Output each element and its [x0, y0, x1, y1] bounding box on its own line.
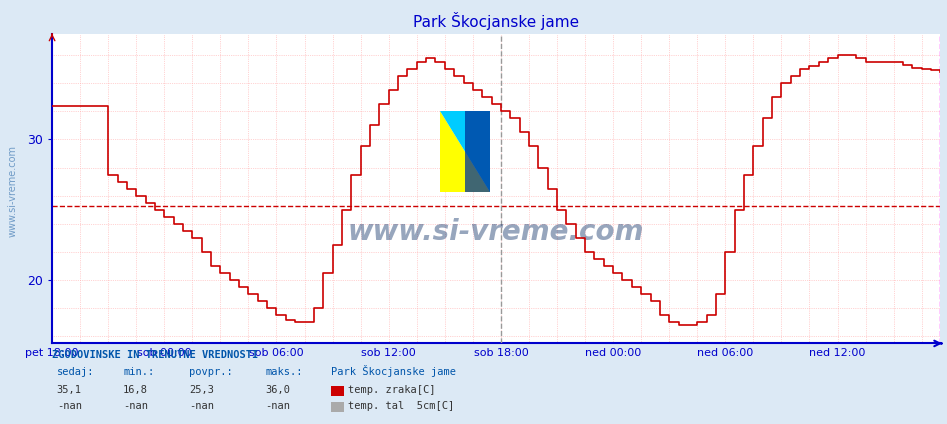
Text: maks.:: maks.: — [265, 367, 303, 377]
Text: 36,0: 36,0 — [265, 385, 290, 396]
Text: Park Škocjanske jame: Park Škocjanske jame — [331, 365, 456, 377]
Title: Park Škocjanske jame: Park Škocjanske jame — [413, 12, 580, 30]
Text: 16,8: 16,8 — [123, 385, 148, 396]
Text: www.si-vreme.com: www.si-vreme.com — [348, 218, 645, 246]
Text: temp. zraka[C]: temp. zraka[C] — [348, 385, 436, 396]
Text: povpr.:: povpr.: — [189, 367, 233, 377]
Text: 25,3: 25,3 — [189, 385, 214, 396]
Text: -nan: -nan — [57, 401, 81, 411]
Text: sedaj:: sedaj: — [57, 367, 95, 377]
Text: www.si-vreme.com: www.si-vreme.com — [8, 145, 17, 237]
Text: min.:: min.: — [123, 367, 154, 377]
Text: -nan: -nan — [265, 401, 290, 411]
Polygon shape — [465, 112, 490, 192]
Text: -nan: -nan — [189, 401, 214, 411]
Text: temp. tal  5cm[C]: temp. tal 5cm[C] — [348, 401, 455, 411]
Text: 35,1: 35,1 — [57, 385, 81, 396]
Text: ZGODOVINSKE IN TRENUTNE VREDNOSTI: ZGODOVINSKE IN TRENUTNE VREDNOSTI — [52, 350, 259, 360]
Text: -nan: -nan — [123, 401, 148, 411]
Polygon shape — [440, 112, 490, 192]
Polygon shape — [440, 112, 490, 192]
